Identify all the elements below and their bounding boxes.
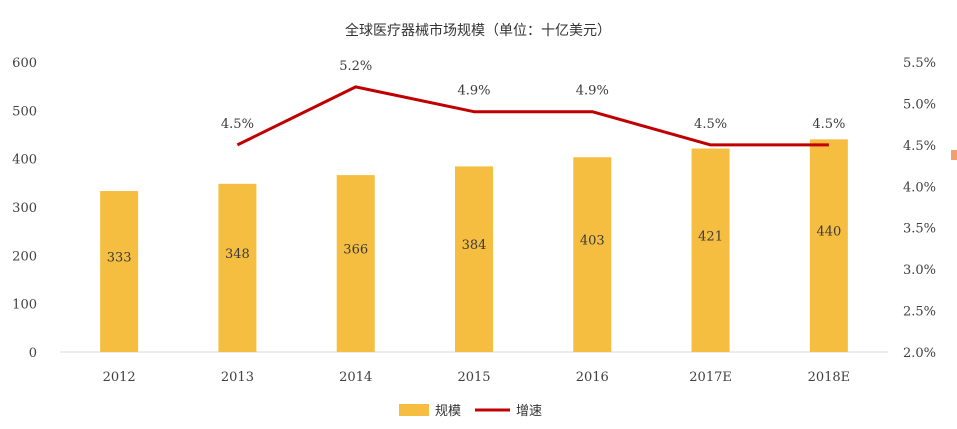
left-tick-label: 500 xyxy=(12,104,37,119)
right-tick-label: 4.0% xyxy=(903,180,936,195)
bar-data-label: 333 xyxy=(107,251,132,266)
left-axis: 0 100 200 300 400 500 600 xyxy=(12,56,37,361)
right-tick-label: 5.5% xyxy=(903,56,936,71)
left-tick-label: 0 xyxy=(29,346,37,361)
right-axis: 2.0% 2.5% 3.0% 3.5% 4.0% 4.5% 5.0% 5.5% xyxy=(903,56,936,361)
bar xyxy=(218,183,257,352)
left-tick-label: 200 xyxy=(12,249,37,264)
left-tick-label: 400 xyxy=(12,153,37,168)
right-tick-label: 3.5% xyxy=(903,222,936,237)
left-tick-label: 300 xyxy=(12,201,37,216)
left-tick-label: 600 xyxy=(12,56,37,71)
right-tick-label: 2.0% xyxy=(903,346,936,361)
bar xyxy=(691,148,730,352)
growth-line xyxy=(236,85,829,147)
bar-data-label: 440 xyxy=(816,225,841,240)
x-tick-label: 2012 xyxy=(103,370,136,385)
bar xyxy=(573,157,612,352)
bar-labels: 333 348 366 384 403 421 440 xyxy=(107,225,842,266)
line-data-label: 5.2% xyxy=(339,59,372,74)
right-tick-label: 5.0% xyxy=(903,97,936,112)
bar xyxy=(336,175,375,352)
x-tick-label: 2016 xyxy=(576,370,609,385)
line-series xyxy=(236,85,829,147)
line-labels: 4.5% 5.2% 4.9% 4.9% 4.5% 4.5% xyxy=(221,59,845,132)
right-tick-label: 3.0% xyxy=(903,263,936,278)
line-data-label: 4.9% xyxy=(576,84,609,99)
bar-data-label: 403 xyxy=(580,234,605,249)
line-data-label: 4.9% xyxy=(457,84,490,99)
legend-label-bar: 规模 xyxy=(435,404,461,419)
bar xyxy=(809,139,848,352)
bar-data-label: 384 xyxy=(462,238,487,253)
chart-title: 全球医疗器械市场规模（单位：十亿美元） xyxy=(345,22,611,39)
x-tick-label: 2017E xyxy=(689,370,732,385)
x-tick-label: 2018E xyxy=(808,370,851,385)
bar-data-label: 421 xyxy=(698,229,723,244)
line-data-label: 4.5% xyxy=(812,117,845,132)
x-tick-label: 2015 xyxy=(457,370,490,385)
bar xyxy=(455,166,493,352)
line-data-label: 4.5% xyxy=(221,117,254,132)
bar-data-label: 348 xyxy=(225,247,250,262)
x-tick-label: 2013 xyxy=(221,370,254,385)
stray-marker xyxy=(951,150,957,160)
x-tick-label: 2014 xyxy=(339,370,372,385)
x-axis: 2012 2013 2014 2015 2016 2017E 2018E xyxy=(103,370,851,385)
legend-label-line: 增速 xyxy=(516,404,542,419)
bar-data-label: 366 xyxy=(343,243,368,258)
legend: 规模 增速 xyxy=(399,404,542,419)
bar-series xyxy=(100,139,848,352)
line-data-label: 4.5% xyxy=(694,117,727,132)
right-tick-label: 2.5% xyxy=(903,305,936,320)
legend-swatch-bar xyxy=(399,404,429,416)
left-tick-label: 100 xyxy=(12,298,37,313)
bar xyxy=(100,191,139,352)
right-tick-label: 4.5% xyxy=(903,139,936,154)
